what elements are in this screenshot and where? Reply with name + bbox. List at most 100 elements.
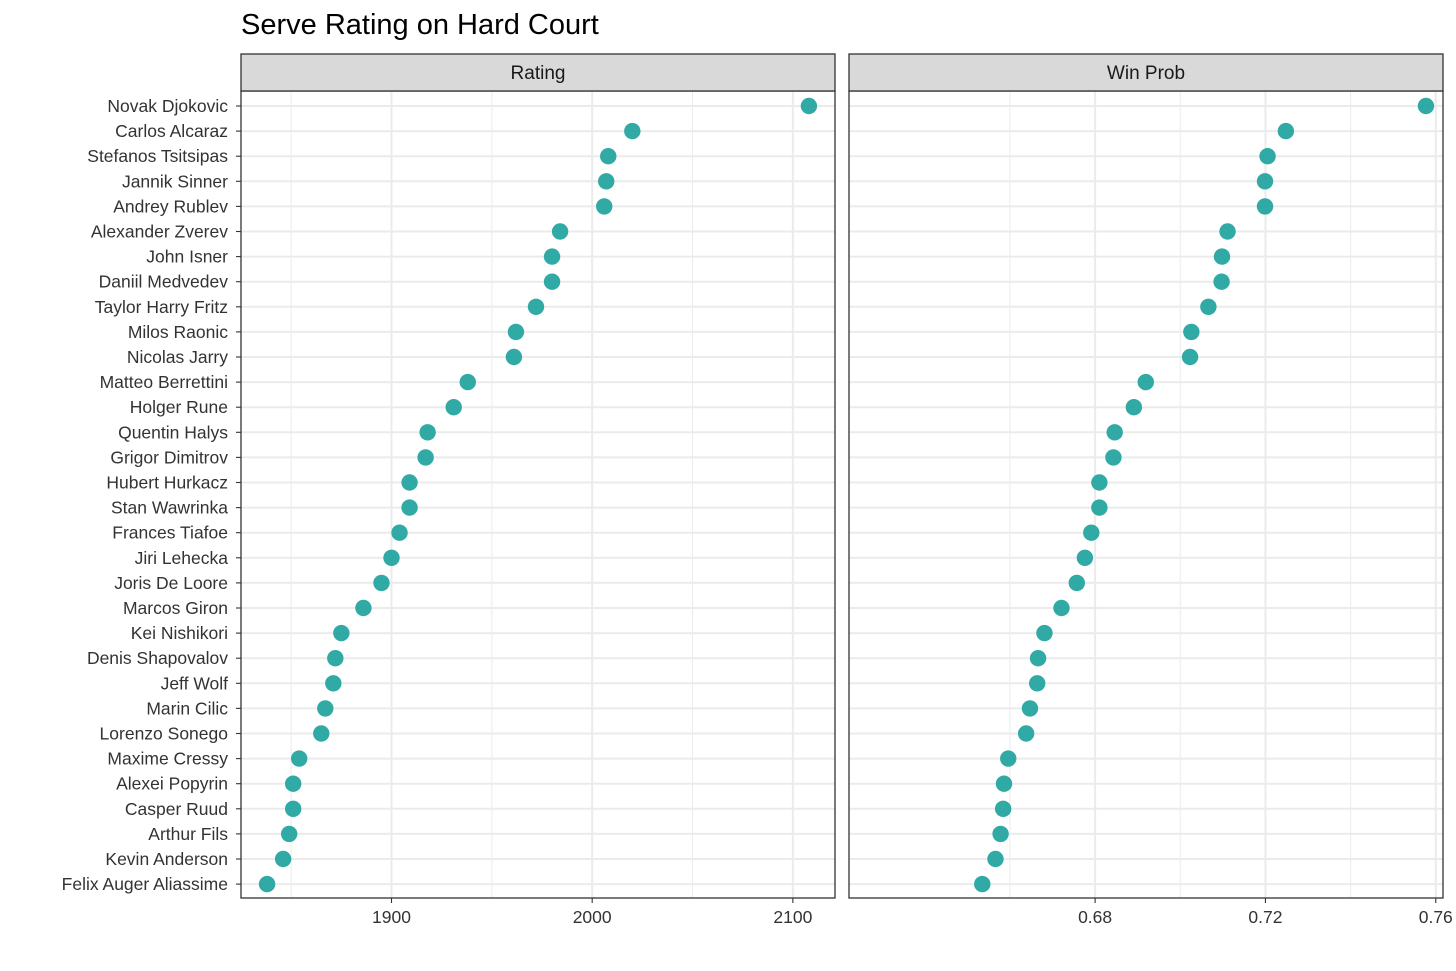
y-tick-label: Kei Nishikori — [131, 623, 228, 643]
y-tick-label: Nicolas Jarry — [127, 347, 228, 367]
y-tick-label: Marcos Giron — [123, 598, 228, 618]
x-tick-label: 2100 — [773, 907, 812, 927]
data-point — [417, 449, 434, 466]
data-point — [1029, 675, 1046, 692]
y-tick-label: Jeff Wolf — [161, 673, 229, 693]
y-tick-label: Arthur Fils — [148, 824, 228, 844]
data-point — [505, 348, 523, 366]
y-tick-label: Milos Raonic — [128, 322, 228, 342]
y-tick-label: John Isner — [146, 247, 228, 267]
data-point — [401, 499, 418, 516]
data-point — [373, 574, 390, 592]
y-tick-label: Stefanos Tsitsipas — [87, 146, 228, 166]
data-point — [624, 122, 641, 140]
data-point — [1106, 424, 1123, 441]
y-tick-label: Hubert Hurkacz — [106, 473, 228, 493]
panel-win-prob: Win Prob 0.68 0.72 0.76 — [848, 53, 1453, 927]
data-point — [994, 800, 1012, 817]
data-point — [543, 273, 561, 290]
y-tick-label: Grigor Dimitrov — [110, 447, 228, 467]
panel-background — [849, 91, 1443, 898]
data-point — [1083, 524, 1100, 541]
y-tick-label: Frances Tiafoe — [112, 523, 228, 543]
data-point — [445, 399, 462, 416]
data-point — [1219, 223, 1236, 240]
data-point — [333, 624, 350, 642]
data-point — [507, 323, 525, 341]
data-point — [1017, 725, 1035, 742]
y-tick-label: Lorenzo Sonego — [100, 724, 228, 744]
strip-background — [240, 53, 836, 92]
data-point — [1200, 298, 1217, 315]
data-point — [1000, 750, 1017, 767]
y-tick-label: Alexander Zverev — [91, 222, 228, 242]
data-point — [1105, 449, 1122, 466]
x-tick-label: 1900 — [372, 907, 411, 927]
data-point — [313, 725, 330, 742]
data-point — [1213, 248, 1231, 265]
y-tick-label: Andrey Rublev — [113, 196, 228, 216]
y-tick-label: Carlos Alcaraz — [115, 121, 228, 141]
y-tick-label: Jiri Lehecka — [135, 548, 229, 568]
x-tick-label: 0.76 — [1419, 907, 1453, 927]
y-tick-label: Joris De Loore — [114, 573, 228, 593]
data-point — [551, 223, 569, 240]
data-point — [1091, 474, 1108, 491]
data-point — [284, 775, 302, 792]
y-tick-label: Taylor Harry Fritz — [95, 297, 228, 317]
y-tick-label: Quentin Halys — [118, 422, 228, 442]
x-tick-label: 0.68 — [1078, 907, 1112, 927]
data-point — [995, 775, 1013, 792]
y-tick-label: Casper Ruud — [125, 799, 228, 819]
data-point — [280, 825, 298, 843]
data-point — [1053, 599, 1070, 617]
data-point — [1181, 348, 1199, 366]
y-tick-label: Novak Djokovic — [107, 96, 228, 116]
panel-background — [241, 91, 835, 898]
data-point — [1036, 624, 1053, 642]
data-point — [355, 599, 372, 617]
y-tick-label: Alexei Popyrin — [116, 774, 228, 794]
data-point — [1029, 650, 1047, 667]
data-point — [258, 875, 276, 893]
data-point — [1091, 499, 1108, 516]
y-tick-label: Kevin Anderson — [105, 849, 228, 869]
data-point — [800, 97, 818, 115]
data-point — [987, 850, 1004, 868]
y-tick-label: Marin Cilic — [146, 698, 228, 718]
strip-label: Rating — [511, 63, 566, 84]
data-point — [1125, 399, 1143, 416]
data-point — [274, 850, 292, 868]
y-tick-label: Felix Auger Aliassime — [62, 874, 228, 894]
data-point — [1076, 549, 1094, 566]
x-tick-label: 2000 — [573, 907, 612, 927]
data-point — [992, 825, 1009, 843]
data-point — [1256, 198, 1274, 215]
chart-title: Serve Rating on Hard Court — [241, 9, 599, 41]
chart-panels: Novak Djokovic Carlos Alcaraz Stefanos Tsi… — [62, 53, 1453, 927]
data-point — [325, 675, 342, 692]
data-point — [391, 524, 408, 541]
data-point — [383, 549, 400, 566]
data-point — [327, 650, 344, 667]
x-tick-label: 0.72 — [1248, 907, 1282, 927]
data-point — [543, 248, 561, 265]
data-point — [1277, 122, 1295, 140]
data-point — [284, 800, 302, 817]
y-tick-label: Stan Wawrinka — [111, 498, 228, 518]
y-tick-label: Daniil Medvedev — [99, 272, 229, 292]
data-point — [596, 198, 613, 215]
data-point — [974, 875, 991, 893]
strip-label: Win Prob — [1107, 63, 1185, 84]
data-point — [600, 148, 617, 165]
data-point — [1259, 148, 1276, 165]
data-point — [401, 474, 418, 491]
data-point — [1183, 323, 1200, 341]
y-tick-label: Jannik Sinner — [122, 171, 228, 191]
y-tick-label: Matteo Berrettini — [100, 372, 228, 392]
data-point — [1256, 173, 1274, 190]
panel-rating: Rating 1900 2000 2100 — [240, 53, 836, 927]
data-point — [1213, 273, 1230, 290]
data-point — [419, 424, 436, 441]
